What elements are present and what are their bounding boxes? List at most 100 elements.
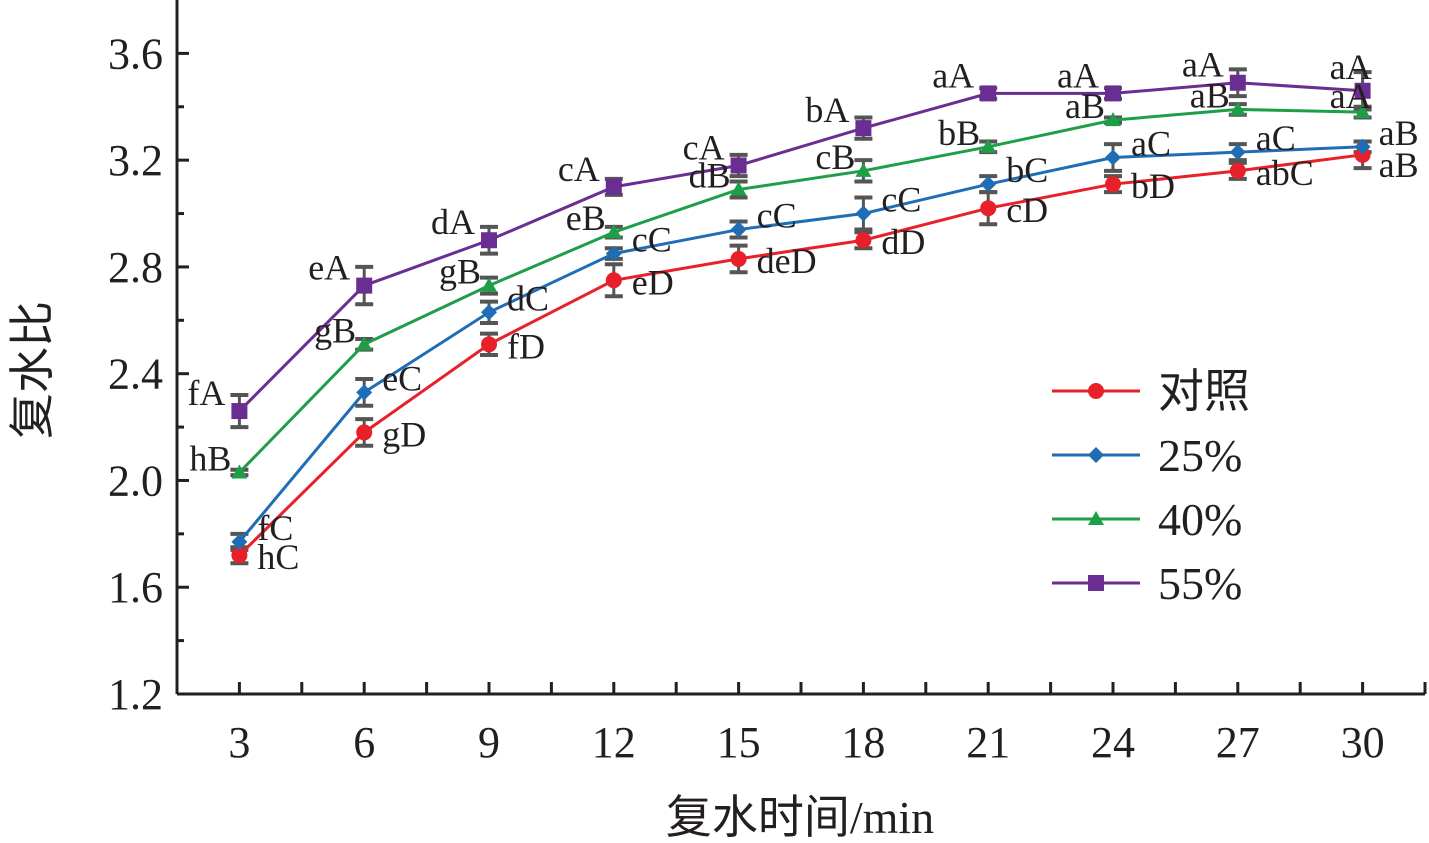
square-marker [1354, 82, 1371, 99]
circle-marker [980, 200, 997, 217]
point-label: gB [439, 252, 481, 292]
y-tick-label: 1.6 [108, 563, 163, 612]
circle-marker [1088, 383, 1104, 399]
x-tick-label: 24 [1091, 718, 1135, 767]
y-tick-label: 3.6 [108, 29, 163, 78]
point-label: deD [757, 241, 817, 281]
circle-marker [1229, 162, 1246, 179]
point-label: aB [1190, 75, 1230, 115]
circle-marker [1354, 146, 1371, 163]
square-marker [730, 157, 747, 174]
point-label: cA [558, 149, 600, 189]
y-tick-label: 2.4 [108, 350, 163, 399]
point-label: cC [757, 196, 797, 236]
point-label: eA [308, 248, 350, 288]
point-label: bC [1006, 150, 1048, 190]
legend-label: 40% [1158, 494, 1242, 545]
point-label: dA [431, 202, 475, 242]
diamond-marker [1229, 144, 1246, 161]
point-label: aC [1256, 118, 1296, 158]
legend-label: 对照 [1158, 366, 1250, 417]
triangle-marker [605, 224, 622, 239]
square-marker [356, 277, 373, 294]
point-label: aA [1330, 76, 1372, 116]
series-line-40% [238, 107, 1363, 474]
x-tick-label: 9 [478, 718, 500, 767]
triangle-marker [980, 138, 997, 153]
point-label: aA [932, 55, 974, 95]
triangle-marker [356, 336, 373, 351]
diamond-marker [1088, 447, 1104, 463]
circle-marker [1105, 176, 1121, 193]
diamond-marker [605, 245, 622, 262]
series-line-55% [238, 81, 1363, 413]
series-line-对照 [238, 153, 1363, 557]
diamond-marker [481, 304, 497, 321]
x-tick-label: 3 [228, 718, 250, 767]
triangle-marker [730, 181, 747, 196]
point-label: bD [1131, 166, 1175, 206]
diamond-marker [730, 221, 747, 238]
axes: 1.2 1.6 2.0 2.4 2.8 3.2 3.6 3 6 9 12 15 18 21 24 27 30 [108, 0, 1427, 767]
point-label: dB [689, 156, 731, 196]
point-label: eB [566, 198, 606, 238]
point-label: hC [257, 537, 299, 577]
diamond-marker [1354, 138, 1371, 155]
point-label: fC [257, 508, 293, 548]
y-axis-title: 复水比 [7, 301, 58, 439]
point-label: aA [1330, 47, 1372, 87]
y-tick-label: 1.2 [108, 670, 163, 719]
point-label: dD [881, 222, 925, 262]
circle-marker [481, 336, 497, 353]
point-label: fA [187, 373, 225, 413]
legend-label: 25% [1158, 430, 1242, 481]
point-label: aA [1057, 55, 1099, 95]
diamond-marker [231, 533, 248, 550]
diamond-marker [1105, 149, 1121, 166]
x-tick-label: 27 [1216, 718, 1260, 767]
triangle-marker [1229, 101, 1246, 116]
x-tick-label: 30 [1341, 718, 1385, 767]
point-label: bA [805, 90, 849, 130]
point-label: cD [1006, 190, 1048, 230]
point-label: gD [382, 414, 426, 454]
point-label: cA [683, 127, 725, 167]
point-label: hB [189, 438, 231, 478]
point-label: cB [815, 137, 855, 177]
point-label: eC [382, 358, 422, 398]
square-marker [1088, 575, 1104, 591]
x-tick-label: 12 [592, 718, 636, 767]
triangle-marker [481, 277, 497, 292]
circle-marker [605, 272, 622, 289]
legend-label: 55% [1158, 558, 1242, 609]
x-tick-label: 21 [966, 718, 1010, 767]
square-marker [605, 178, 622, 195]
point-label: aA [1182, 45, 1224, 85]
square-marker [231, 403, 248, 420]
point-label: cC [632, 220, 672, 260]
triangle-marker [231, 464, 248, 479]
triangle-marker [1354, 104, 1371, 119]
square-marker [1105, 85, 1121, 102]
point-label: cC [881, 180, 921, 220]
square-marker [481, 232, 497, 249]
circle-marker [231, 547, 248, 564]
x-tick-label: 6 [353, 718, 375, 767]
x-axis-title: 复水时间/min [666, 792, 934, 843]
point-label: eD [632, 262, 674, 302]
point-label: gB [314, 310, 356, 350]
diamond-marker [356, 384, 373, 401]
x-tick-label: 15 [717, 718, 761, 767]
square-marker [1229, 74, 1246, 91]
point-label: aC [1131, 123, 1171, 163]
x-tick-label: 18 [841, 718, 885, 767]
error-bars [230, 67, 1372, 566]
circle-marker [730, 250, 747, 267]
significance-labels: hC gD fD eD deD dD cD bD abC aB fC eC dC cC cC cC bC aC aC… [187, 45, 1418, 577]
circle-marker [356, 424, 373, 441]
point-label: abC [1256, 153, 1314, 193]
series-lines [231, 74, 1371, 564]
point-label: aB [1379, 113, 1419, 153]
y-tick-label: 2.0 [108, 456, 163, 505]
